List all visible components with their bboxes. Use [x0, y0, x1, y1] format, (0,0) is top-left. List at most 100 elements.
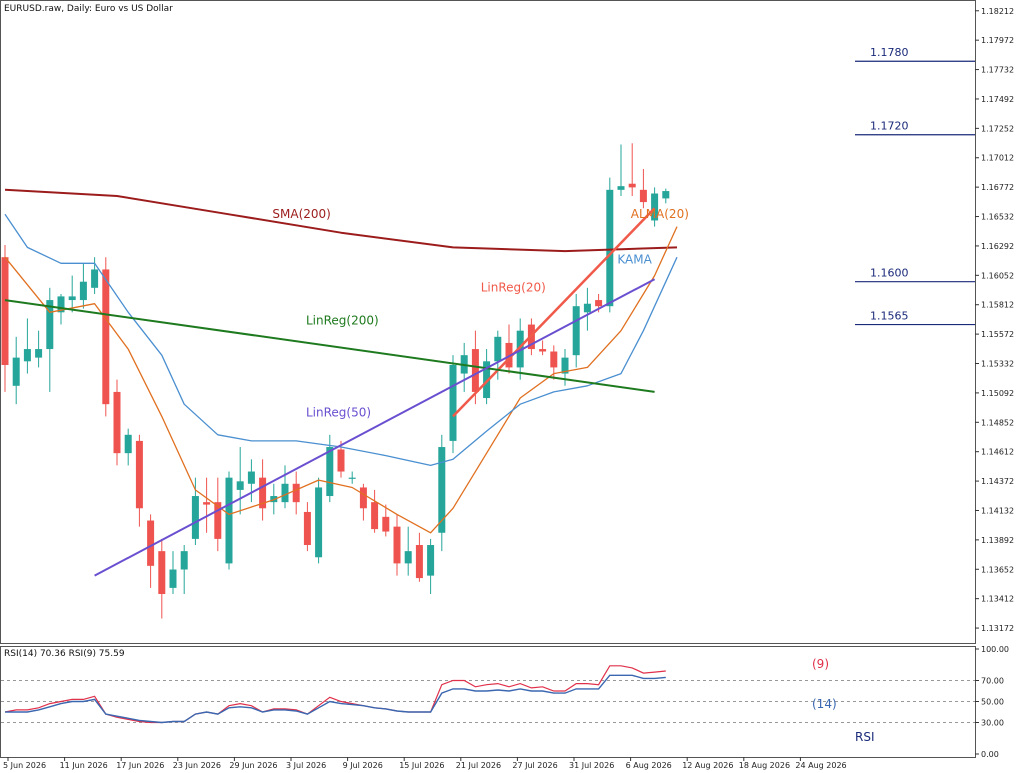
bullish-candle — [315, 487, 323, 558]
bearish-candle — [158, 551, 166, 595]
bullish-candle — [404, 551, 412, 564]
bullish-candle — [12, 357, 20, 386]
rsi-y-tick-label: 70.00 — [981, 677, 1004, 686]
bullish-candle — [35, 349, 43, 358]
bullish-candle — [516, 330, 524, 368]
bearish-candle — [214, 502, 222, 539]
indicator-line-sma-200 — [4, 188, 678, 253]
x-tick-label: 31 Jul 2026 — [569, 761, 614, 770]
bearish-candle — [135, 440, 143, 509]
x-tick-label: 6 Aug 2026 — [626, 761, 672, 770]
price-level-label: 1.1720 — [870, 120, 909, 133]
rsi14-line — [5, 674, 666, 724]
price-panel-frame — [0, 0, 976, 644]
y-tick-label: 1.16532 — [981, 213, 1014, 222]
x-tick-label: 21 Jul 2026 — [456, 761, 501, 770]
bearish-candle — [539, 349, 547, 352]
bearish-candle — [1, 257, 9, 365]
y-tick-label: 1.14372 — [981, 477, 1014, 486]
y-tick-label: 1.17732 — [981, 66, 1014, 75]
y-tick-label: 1.14852 — [981, 418, 1014, 427]
bearish-candle — [337, 449, 345, 472]
bullish-candle — [561, 357, 569, 374]
indicator-label: ALMA(20) — [631, 207, 689, 221]
indicator-line-kama — [4, 213, 678, 467]
bullish-candle — [23, 349, 31, 362]
indicator-line-alma-20 — [4, 226, 678, 534]
rsi-y-tick-label: 50.00 — [981, 698, 1004, 707]
indicator-label: KAMA — [617, 252, 652, 266]
bullish-candle — [91, 269, 99, 288]
bearish-candle — [203, 502, 211, 505]
x-tick-label: 27 Jul 2026 — [512, 761, 557, 770]
bearish-candle — [113, 391, 121, 454]
y-tick-label: 1.13652 — [981, 565, 1014, 574]
bearish-candle — [303, 511, 311, 546]
indicator-line-linreg-20 — [452, 207, 656, 418]
bearish-candle — [371, 502, 379, 530]
price-level-label: 1.1600 — [870, 267, 909, 280]
y-tick-label: 1.16292 — [981, 242, 1014, 251]
rsi-panel-label: RSI — [855, 730, 875, 744]
y-tick-label: 1.13172 — [981, 624, 1014, 633]
bullish-candle — [68, 296, 76, 301]
y-tick-label: 1.15812 — [981, 301, 1014, 310]
y-tick-label: 1.17252 — [981, 124, 1014, 133]
bullish-candle — [427, 545, 435, 576]
bullish-candle — [169, 569, 177, 588]
rsi-y-tick-label: 30.00 — [981, 719, 1004, 728]
y-tick-label: 1.15092 — [981, 389, 1014, 398]
bearish-candle — [259, 477, 267, 509]
bearish-candle — [382, 516, 390, 532]
y-tick-label: 1.14612 — [981, 448, 1014, 457]
x-tick-label: 29 Jun 2026 — [229, 761, 277, 770]
indicator-label: LinReg(50) — [306, 405, 371, 419]
bearish-candle — [147, 520, 155, 566]
bullish-candle — [191, 496, 199, 539]
bearish-candle — [102, 269, 110, 405]
indicator-line-linreg-50 — [94, 278, 656, 577]
y-tick-label: 1.13412 — [981, 595, 1014, 604]
bearish-candle — [471, 349, 479, 392]
bearish-candle — [292, 483, 300, 503]
bearish-candle — [550, 351, 558, 368]
bullish-candle — [236, 481, 244, 490]
bullish-candle — [326, 447, 334, 497]
bullish-candle — [651, 193, 659, 221]
y-tick-label: 1.14132 — [981, 506, 1014, 515]
rsi14-label: (14) — [812, 697, 837, 711]
bullish-candle — [124, 434, 132, 454]
bearish-candle — [393, 526, 401, 564]
bullish-candle — [281, 483, 289, 503]
x-tick-label: 12 Aug 2026 — [682, 761, 733, 770]
bullish-candle — [483, 361, 491, 399]
bearish-candle — [595, 300, 603, 307]
bullish-candle — [438, 447, 446, 533]
x-tick-label: 11 Jun 2026 — [60, 761, 108, 770]
y-tick-label: 1.13892 — [981, 536, 1014, 545]
price-level-label: 1.1780 — [870, 46, 909, 59]
bullish-candle — [46, 300, 54, 350]
bearish-candle — [415, 545, 423, 579]
bullish-candle — [449, 364, 457, 441]
x-tick-label: 15 Jul 2026 — [399, 761, 444, 770]
bullish-candle — [79, 281, 87, 301]
rsi9-line — [4, 665, 666, 724]
bullish-candle — [583, 303, 591, 313]
bullish-candle — [617, 186, 625, 190]
bearish-candle — [359, 487, 367, 509]
indicator-label: LinReg(20) — [481, 280, 546, 294]
price-level-label: 1.1565 — [870, 310, 909, 323]
x-tick-label: 24 Aug 2026 — [795, 761, 846, 770]
x-tick-label: 23 Jun 2026 — [173, 761, 221, 770]
y-tick-label: 1.16772 — [981, 183, 1014, 192]
rsi-y-tick-label: 0.00 — [981, 750, 999, 759]
bullish-candle — [606, 189, 614, 307]
x-tick-label: 3 Jul 2026 — [286, 761, 326, 770]
indicator-label: LinReg(200) — [306, 314, 379, 328]
bullish-candle — [225, 477, 233, 564]
indicator-line-linreg-200 — [4, 299, 655, 393]
bullish-candle — [662, 191, 670, 199]
